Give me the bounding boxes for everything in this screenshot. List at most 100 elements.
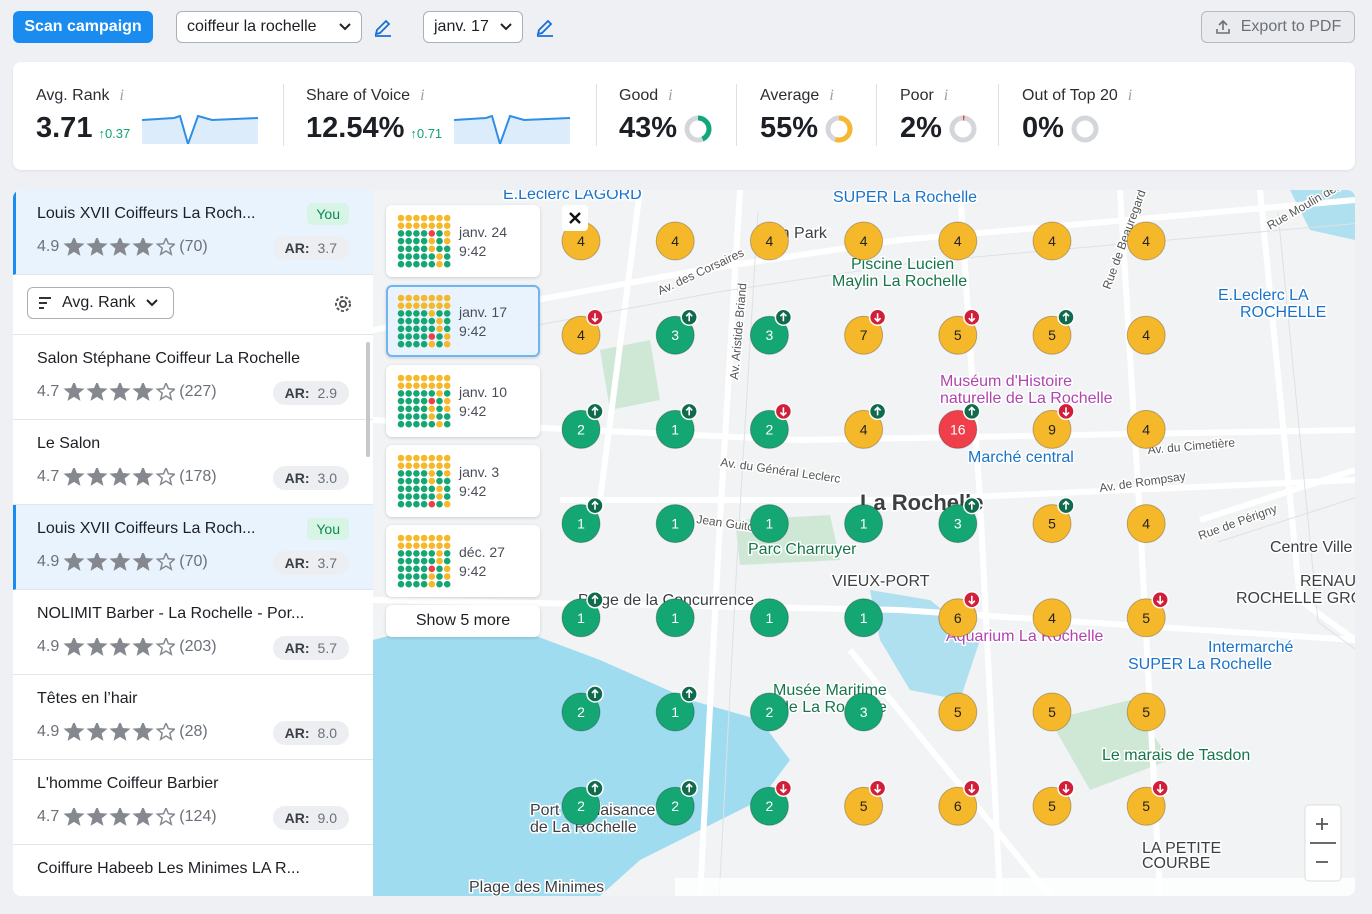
rank-pin[interactable] [844, 409, 884, 449]
thumb-dot [428, 260, 436, 268]
rank-pin[interactable] [938, 786, 978, 826]
rank-pin[interactable] [844, 315, 884, 355]
thumb-dot [443, 580, 451, 588]
rank-pin[interactable] [561, 692, 601, 732]
rank-pin[interactable] [749, 221, 789, 261]
star [109, 383, 131, 401]
rank-pin[interactable] [749, 598, 789, 638]
rank-pin[interactable] [938, 692, 978, 732]
thumb-dot [443, 340, 451, 348]
history-card[interactable]: janv. 17 9:42 [386, 285, 540, 357]
rank-pin[interactable] [844, 504, 884, 544]
show-more[interactable]: Show 5 more [386, 605, 540, 637]
rank-pin[interactable] [561, 598, 601, 638]
close-button[interactable] [562, 205, 588, 231]
scan-button[interactable]: Scan campaign [13, 11, 153, 43]
scan-history: janv. 24 9:42 janv. 17 9:42 janv. 10 9:42 janv… [386, 205, 540, 637]
rank-pin[interactable] [1126, 786, 1166, 826]
rank-pin[interactable] [844, 221, 884, 261]
sort-bar: Avg. Rank [13, 273, 373, 335]
rank-pin[interactable] [561, 409, 601, 449]
rank-pin[interactable] [749, 692, 789, 732]
history-card[interactable]: janv. 10 9:42 [386, 365, 540, 437]
competitor-item[interactable]: Le Salon 4.7 (178) AR: 3.0 [13, 420, 373, 505]
map-label: E.Leclerc LA [1218, 287, 1309, 304]
thumb-dot [436, 260, 443, 268]
thumb-dot [405, 325, 412, 333]
thumb-dot [428, 253, 436, 260]
thumb-dot [428, 405, 436, 413]
rank-pin[interactable] [1126, 409, 1166, 449]
star [132, 468, 154, 486]
rank-pin[interactable] [655, 786, 695, 826]
rank-pin[interactable] [749, 786, 789, 826]
thumb-dot [443, 214, 451, 222]
rank-pin[interactable] [844, 692, 884, 732]
thumb-dot [405, 294, 412, 302]
rank-pin[interactable] [655, 409, 695, 449]
thumb-dot [405, 397, 412, 405]
date-dropdown[interactable]: janv. 17 [423, 11, 523, 43]
keyword-dropdown[interactable]: coiffeur la rochelle [176, 11, 362, 43]
rank-pin[interactable] [1126, 221, 1166, 261]
rank-pin[interactable] [561, 315, 601, 355]
rank-pin[interactable] [655, 598, 695, 638]
rank-pin[interactable] [1126, 692, 1166, 732]
rank-pin[interactable] [938, 598, 978, 638]
competitor-item[interactable]: Salon Stéphane Coiffeur La Rochelle 4.7 (2… [13, 335, 373, 420]
thumb-dot [405, 534, 412, 542]
road [1199, 467, 1355, 523]
rank-pin[interactable] [1032, 786, 1072, 826]
rank-pin[interactable] [655, 315, 695, 355]
rank-pin[interactable] [1032, 409, 1072, 449]
settings-icon[interactable] [332, 293, 354, 315]
competitor-name: Louis XVII Coiffeurs La Roch... [37, 520, 256, 537]
edit-icon[interactable] [535, 17, 555, 37]
sort-dropdown[interactable]: Avg. Rank [27, 287, 174, 319]
rating-stars [63, 383, 176, 401]
rank-pin[interactable] [844, 598, 884, 638]
edit-icon[interactable] [373, 17, 393, 37]
competitor-item[interactable]: NOLIMIT Barber - La Rochelle - Por... 4.9… [13, 590, 373, 675]
star [86, 383, 108, 401]
rank-pin[interactable] [844, 786, 884, 826]
rank-pin[interactable] [1032, 692, 1072, 732]
rank-pin[interactable] [938, 221, 978, 261]
rank-pin[interactable] [655, 692, 695, 732]
competitor-item[interactable]: Coiffure Habeeb Les Minimes LA R... [13, 845, 373, 896]
history-card[interactable]: janv. 24 9:42 [386, 205, 540, 277]
trend-arrow [968, 500, 976, 510]
rank-pin[interactable] [561, 504, 601, 544]
thumb-dot [420, 325, 428, 333]
rank-pin[interactable] [1032, 315, 1072, 355]
competitor-item[interactable]: L'homme Coiffeur Barbier 4.7 (124) AR: 9.0 [13, 760, 373, 845]
rank-pin[interactable] [938, 409, 978, 449]
history-card[interactable]: déc. 27 9:42 [386, 525, 540, 597]
rank-pin[interactable] [561, 786, 601, 826]
export-button[interactable]: Export to PDF [1201, 11, 1355, 43]
competitor-item[interactable]: Têtes en l’hair 4.9 (28) AR: 8.0 [13, 675, 373, 760]
rank-pin[interactable] [1126, 504, 1166, 544]
thumb-dot [397, 500, 405, 508]
rank-pin[interactable] [938, 315, 978, 355]
thumb-dot [413, 397, 420, 405]
rank-pin[interactable] [749, 315, 789, 355]
competitor-item[interactable]: Louis XVII Coiffeurs La Roch... You 4.9 (70… [13, 505, 373, 590]
rank-pin[interactable] [749, 409, 789, 449]
rank-pin[interactable] [1032, 504, 1072, 544]
thumb-dot [420, 573, 428, 580]
competitor-item[interactable]: Louis XVII Coiffeurs La Roch... You 4.9 (70… [13, 190, 373, 275]
rank-pin[interactable] [938, 504, 978, 544]
rank-label: 2 [766, 798, 774, 814]
rank-pin[interactable] [655, 504, 695, 544]
rank-pin[interactable] [1126, 598, 1166, 638]
rank-pin[interactable] [1032, 598, 1072, 638]
rank-pin[interactable] [655, 221, 695, 261]
rank-pin[interactable] [749, 504, 789, 544]
rating-row: 4.9 (28) [37, 723, 208, 741]
history-card[interactable]: janv. 3 9:42 [386, 445, 540, 517]
rank-pin[interactable] [1126, 315, 1166, 355]
thumb-dot [436, 470, 443, 477]
rank-pin[interactable] [1032, 221, 1072, 261]
rank-label: 1 [860, 516, 868, 532]
